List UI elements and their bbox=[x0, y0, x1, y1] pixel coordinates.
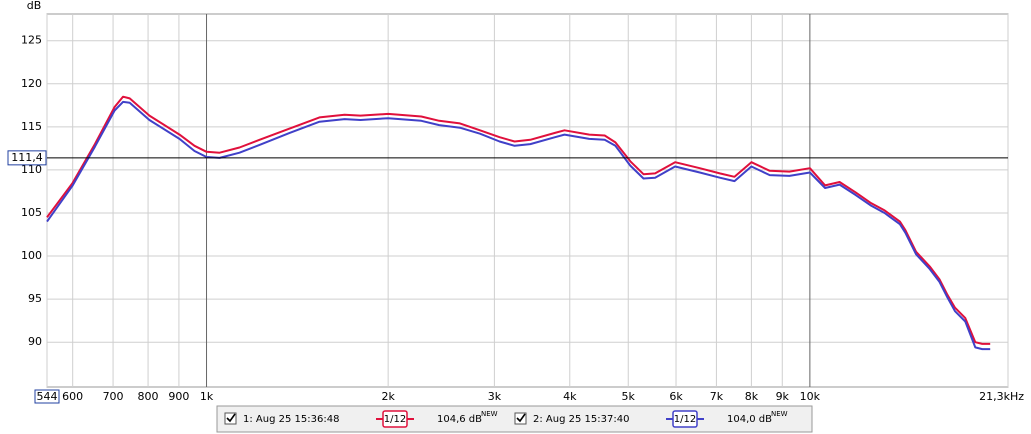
legend-name: 2: Aug 25 15:37:40 bbox=[533, 414, 629, 425]
x-tick-label: 21,3kHz bbox=[979, 390, 1024, 403]
x-tick-label: 1k bbox=[200, 390, 214, 403]
x-tick-label: 5k bbox=[622, 390, 636, 403]
y-tick-label: 115 bbox=[21, 120, 42, 133]
x-tick-label: 900 bbox=[168, 390, 189, 403]
x-tick-label: 4k bbox=[563, 390, 577, 403]
x-tick-label: 600 bbox=[62, 390, 83, 403]
cursor-box bbox=[7, 150, 47, 166]
legend-smoothing: 1/12 bbox=[674, 414, 696, 425]
x-tick-label: 800 bbox=[138, 390, 159, 403]
y-tick-label: 120 bbox=[21, 77, 42, 90]
legend-check bbox=[226, 413, 236, 423]
y-tick-label: 110 bbox=[21, 163, 42, 176]
series-line bbox=[46, 95, 991, 345]
legend-smoothing-box bbox=[672, 410, 698, 428]
legend-level-tag: NEW bbox=[771, 410, 788, 418]
series-line bbox=[46, 100, 991, 351]
cursor-label: 111,4 bbox=[11, 151, 43, 164]
plot-area bbox=[46, 13, 1009, 388]
y-tick-label: 95 bbox=[28, 292, 42, 305]
x-tick-label: 544 bbox=[37, 390, 58, 403]
x-tick-label: 10k bbox=[800, 390, 821, 403]
x-tick-label: 7k bbox=[710, 390, 724, 403]
legend-name: 1: Aug 25 15:36:48 bbox=[243, 414, 339, 425]
legend-smoothing: 1/12 bbox=[384, 414, 406, 425]
x-cursor-box bbox=[34, 389, 60, 404]
y-tick-label: 90 bbox=[28, 335, 42, 348]
x-tick-label: 3k bbox=[488, 390, 502, 403]
legend-level: 104,0 dB bbox=[727, 414, 772, 425]
legend-smoothing-box bbox=[382, 410, 408, 428]
legend-level: 104,6 dB bbox=[437, 414, 482, 425]
x-tick-label: 2k bbox=[381, 390, 395, 403]
y-axis-label: dB bbox=[27, 0, 42, 12]
y-tick-label: 100 bbox=[21, 249, 42, 262]
x-tick-label: 700 bbox=[103, 390, 124, 403]
legend-checkbox bbox=[514, 412, 527, 425]
legend-level-tag: NEW bbox=[481, 410, 498, 418]
x-tick-label: 9k bbox=[776, 390, 790, 403]
x-tick-label: 6k bbox=[669, 390, 683, 403]
y-tick-label: 125 bbox=[21, 34, 42, 47]
y-tick-label: 105 bbox=[21, 206, 42, 219]
x-tick-label: 8k bbox=[745, 390, 759, 403]
legend-check bbox=[516, 413, 526, 423]
legend-checkbox bbox=[224, 412, 237, 425]
